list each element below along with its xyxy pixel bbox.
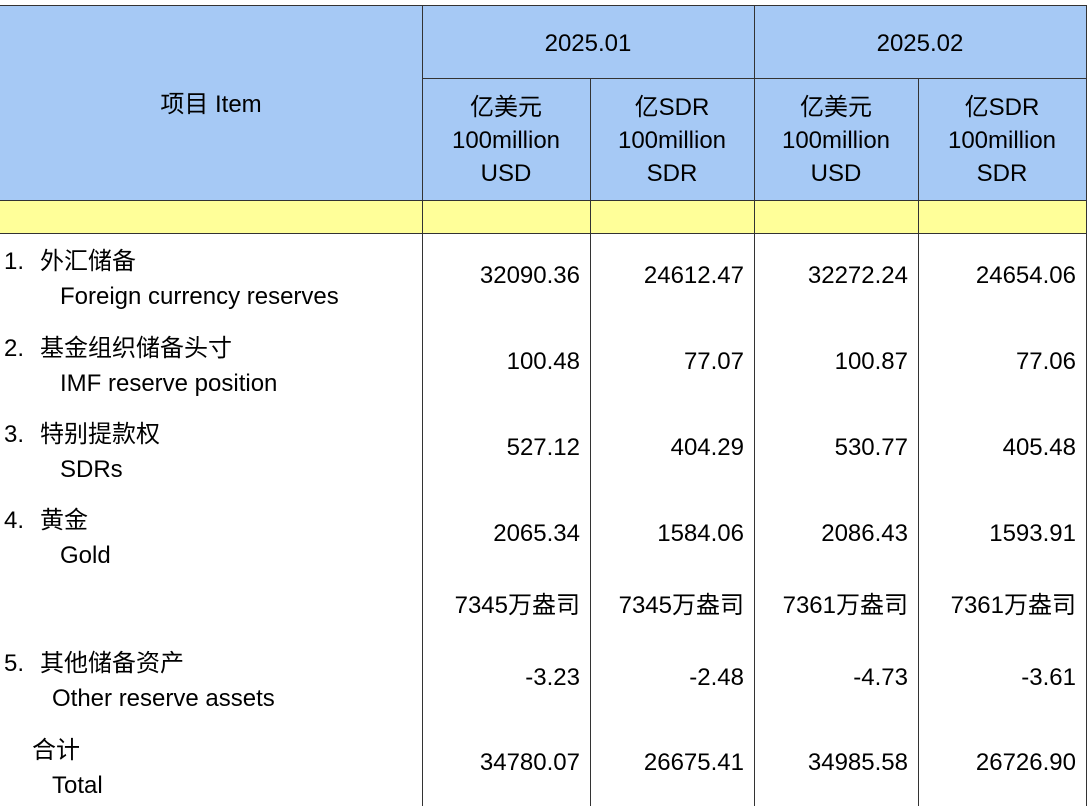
cell-value: 7345万盎司 (590, 591, 744, 621)
cell-value: 100.48 (422, 347, 580, 377)
cell-value: 7361万盎司 (918, 591, 1076, 621)
cell-value: 24612.47 (590, 261, 744, 291)
row-number: 1. (4, 247, 24, 277)
label-cn: 黄金 (40, 506, 88, 536)
row-number: 5. (4, 649, 24, 679)
unit-header: 100million (918, 126, 1086, 156)
cell-value: -3.61 (918, 663, 1076, 693)
cell-value: 2065.34 (422, 519, 580, 549)
cell-value: 530.77 (754, 433, 908, 463)
row-number: 3. (4, 420, 24, 450)
unit-header: USD (754, 159, 918, 189)
label-en: Total (52, 771, 103, 801)
label-cn: 合计 (32, 736, 80, 766)
unit-header: SDR (918, 159, 1086, 189)
item-header: 项目 Item (0, 90, 422, 120)
period-header: 2025.02 (754, 29, 1086, 59)
cell-value: 32272.24 (754, 261, 908, 291)
label-en: Gold (60, 541, 111, 571)
unit-header: 亿SDR (918, 93, 1086, 123)
label-en: SDRs (60, 455, 123, 485)
unit-header: 100million (590, 126, 754, 156)
unit-header: 亿美元 (754, 93, 918, 123)
rule (0, 5, 1087, 6)
cell-value: 1584.06 (590, 519, 744, 549)
spacer-row (0, 200, 1086, 233)
cell-value: 527.12 (422, 433, 580, 463)
rule (1086, 5, 1087, 806)
unit-header: 100million (422, 126, 590, 156)
row-number: 4. (4, 506, 24, 536)
unit-header: 亿美元 (422, 93, 590, 123)
row-number: 2. (4, 334, 24, 364)
label-en: Other reserve assets (52, 684, 275, 714)
cell-value: 7345万盎司 (422, 591, 580, 621)
cell-value: 26675.41 (590, 748, 744, 778)
cell-value: 26726.90 (918, 748, 1076, 778)
label-cn: 其他储备资产 (40, 649, 184, 679)
cell-value: 7361万盎司 (754, 591, 908, 621)
label-en: IMF reserve position (60, 369, 277, 399)
unit-header: 100million (754, 126, 918, 156)
cell-value: 100.87 (754, 347, 908, 377)
cell-value: 405.48 (918, 433, 1076, 463)
cell-value: 32090.36 (422, 261, 580, 291)
cell-value: 404.29 (590, 433, 744, 463)
label-cn: 外汇储备 (40, 247, 136, 277)
label-cn: 特别提款权 (40, 420, 160, 450)
cell-value: 24654.06 (918, 261, 1076, 291)
rule (0, 200, 1087, 201)
unit-header: SDR (590, 159, 754, 189)
cell-value: -4.73 (754, 663, 908, 693)
cell-value: 34985.58 (754, 748, 908, 778)
cell-value: 1593.91 (918, 519, 1076, 549)
cell-value: 2086.43 (754, 519, 908, 549)
cell-value: 34780.07 (422, 748, 580, 778)
cell-value: -3.23 (422, 663, 580, 693)
unit-header: 亿SDR (590, 93, 754, 123)
period-header: 2025.01 (422, 29, 754, 59)
unit-header: USD (422, 159, 590, 189)
cell-value: -2.48 (590, 663, 744, 693)
cell-value: 77.07 (590, 347, 744, 377)
cell-value: 77.06 (918, 347, 1076, 377)
label-cn: 基金组织储备头寸 (40, 334, 232, 364)
rule (0, 233, 1087, 234)
label-en: Foreign currency reserves (60, 282, 339, 312)
